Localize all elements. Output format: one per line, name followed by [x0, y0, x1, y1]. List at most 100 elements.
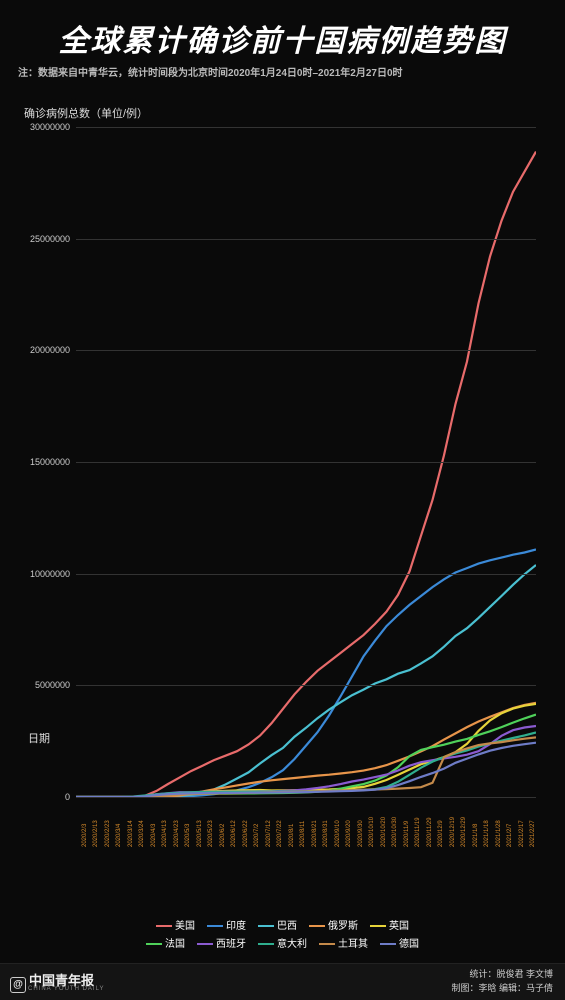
legend-swatch: [197, 943, 213, 945]
x-tick: 2020/4/3: [151, 824, 157, 847]
x-tick: 2020/4/23: [174, 820, 180, 847]
legend-label: 意大利: [277, 939, 307, 950]
y-tick: 0: [65, 792, 76, 802]
y-tick: 15000000: [30, 457, 76, 467]
legend-swatch: [146, 943, 162, 945]
x-tick: 2020/8/1: [289, 824, 295, 847]
legend-item: 西班牙: [197, 936, 246, 954]
x-tick: 2020/11/19: [415, 817, 421, 847]
credit-line-1: 统计：脱俊君 李文博: [451, 968, 553, 982]
legend-item: 土耳其: [319, 936, 368, 954]
legend-item: 俄罗斯: [309, 918, 358, 936]
x-tick: 2020/2/13: [93, 820, 99, 847]
legend-swatch: [207, 925, 223, 927]
legend-label: 巴西: [277, 921, 297, 932]
brand-sub: CHINA YOUTH DAILY: [28, 986, 104, 992]
legend-label: 土耳其: [338, 939, 368, 950]
x-tick: 2020/11/9: [404, 821, 410, 847]
grid-line: [76, 462, 536, 463]
legend-label: 印度: [226, 921, 246, 932]
series-印度: [76, 550, 536, 798]
grid-line: [76, 574, 536, 575]
credit-line-2: 制图：李晗 编辑：马子倩: [451, 982, 553, 996]
x-tick: 2020/6/2: [220, 824, 226, 847]
plot-area: 0500000010000000150000002000000025000000…: [76, 127, 536, 797]
brand-icon: @: [10, 977, 26, 993]
series-西班牙: [76, 726, 536, 797]
legend-swatch: [156, 925, 172, 927]
legend-item: 德国: [380, 936, 419, 954]
x-tick: 2020/3/24: [139, 820, 145, 847]
chart-area: 0 5000000 10000000 15000000 20000000 25000000…: [28, 127, 548, 847]
legend-swatch: [319, 943, 335, 945]
x-tick: 2020/10/10: [369, 817, 375, 847]
x-tick: 2020/10/30: [392, 817, 398, 847]
x-tick: 2020/12/29: [461, 817, 467, 847]
legend-label: 德国: [399, 939, 419, 950]
legend-label: 法国: [165, 939, 185, 950]
legend-swatch: [370, 925, 386, 927]
x-tick: 2020/12/19: [450, 817, 456, 847]
x-tick: 2020/10/20: [381, 817, 387, 847]
legend-label: 英国: [389, 921, 409, 932]
x-tick: 2020/5/23: [208, 820, 214, 847]
series-美国: [76, 152, 536, 797]
grid-line: [76, 127, 536, 128]
grid-line: [76, 239, 536, 240]
x-tick: 2020/8/31: [323, 820, 329, 847]
legend-item: 英国: [370, 918, 409, 936]
x-tick: 2021/2/17: [519, 820, 525, 847]
legend-swatch: [380, 943, 396, 945]
legend-label: 俄罗斯: [328, 921, 358, 932]
x-axis-label: 日期: [28, 730, 50, 746]
y-tick: 20000000: [30, 345, 76, 355]
x-tick: 2021/1/18: [484, 820, 490, 847]
legend-item: 意大利: [258, 936, 307, 954]
x-tick: 2021/2/7: [507, 824, 513, 847]
x-axis: 2020/1/242020/2/32020/2/132020/2/232020/…: [76, 797, 536, 847]
legend-item: 巴西: [258, 918, 297, 936]
credits: 统计：脱俊君 李文博 制图：李晗 编辑：马子倩: [451, 968, 553, 995]
x-tick: 2020/7/22: [277, 820, 283, 847]
x-tick: 2020/7/2: [254, 824, 260, 847]
x-tick: 2020/9/10: [335, 820, 341, 847]
x-tick: 2020/9/30: [358, 820, 364, 847]
legend-label: 美国: [175, 921, 195, 932]
legend: 美国 印度 巴西 俄罗斯 英国法国 西班牙 意大利 土耳其 德国: [0, 918, 565, 954]
x-tick: 2020/3/4: [116, 824, 122, 847]
grid-line: [76, 685, 536, 686]
y-tick: 30000000: [30, 122, 76, 132]
x-tick: 2020/6/12: [231, 820, 237, 847]
legend-item: 法国: [146, 936, 185, 954]
x-tick: 2021/1/8: [473, 824, 479, 847]
x-tick: 2020/5/3: [185, 824, 191, 847]
y-tick: 5000000: [35, 680, 76, 690]
y-axis-label: 确诊病例总数（单位/例）: [0, 87, 565, 127]
legend-swatch: [309, 925, 325, 927]
x-tick: 2020/2/23: [105, 820, 111, 847]
legend-item: 美国: [156, 918, 195, 936]
x-tick: 2020/2/3: [82, 824, 88, 847]
page: 全球累计确诊前十国病例趋势图 注：数据来自中青华云，统计时间段为北京时间2020…: [0, 0, 565, 1000]
footer: @中国青年报 CHINA YOUTH DAILY 统计：脱俊君 李文博 制图：李…: [0, 963, 565, 1000]
x-tick: 2020/8/11: [300, 821, 306, 847]
chart-title: 全球累计确诊前十国病例趋势图: [0, 0, 565, 64]
legend-label: 西班牙: [216, 939, 246, 950]
y-tick: 10000000: [30, 569, 76, 579]
legend-item: 印度: [207, 918, 246, 936]
grid-line: [76, 350, 536, 351]
x-tick: 2020/9/20: [346, 820, 352, 847]
x-tick: 2020/7/12: [266, 820, 272, 847]
x-tick: 2020/3/14: [128, 820, 134, 847]
legend-swatch: [258, 925, 274, 927]
x-tick: 2021/1/28: [496, 820, 502, 847]
x-tick: 2020/12/9: [438, 820, 444, 847]
x-tick: 2020/5/13: [197, 820, 203, 847]
x-tick: 2020/11/29: [427, 817, 433, 847]
x-tick: 2021/2/27: [530, 820, 536, 847]
y-tick: 25000000: [30, 234, 76, 244]
x-tick: 2020/4/13: [162, 820, 168, 847]
chart-subtitle: 注：数据来自中青华云，统计时间段为北京时间2020年1月24日0时–2021年2…: [0, 64, 565, 87]
legend-swatch: [258, 943, 274, 945]
x-tick: 2020/6/22: [243, 820, 249, 847]
